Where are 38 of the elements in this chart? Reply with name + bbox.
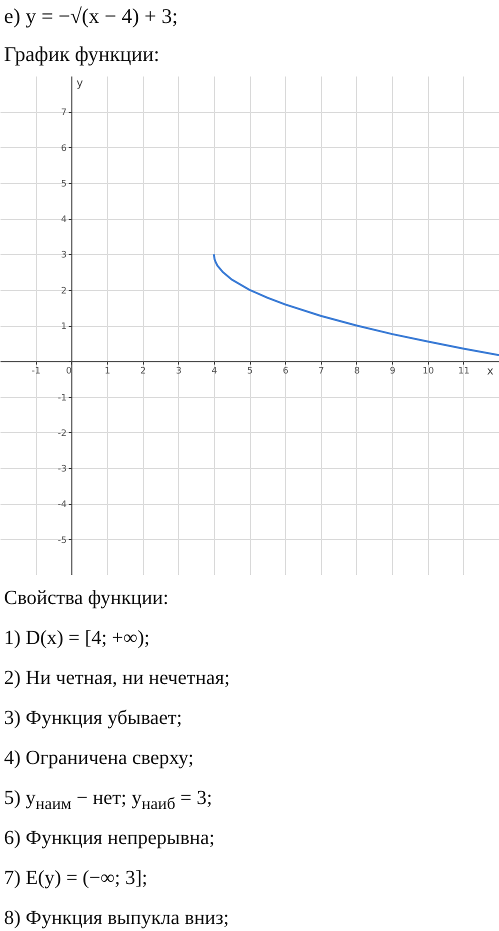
y-tick-label: 4 [61, 215, 68, 226]
y-tick-label: -4 [58, 500, 68, 510]
y-tick-label: -1 [58, 393, 67, 404]
text: Свойства функции: [3, 586, 170, 611]
x-tick-label: -1 [32, 366, 41, 377]
text: 3) Функция убывает; [3, 706, 184, 731]
y-axis-title: y [76, 76, 84, 90]
x-tick-label: 4 [211, 366, 218, 377]
text: 1) D(x) = [4; +∞); [3, 626, 151, 651]
x-tick-label: 6 [282, 366, 289, 377]
x-tick-label: 11 [458, 366, 470, 377]
y-tick-label: 3 [61, 250, 67, 261]
y-tick-label: -3 [58, 464, 67, 475]
y-tick-label: 2 [61, 286, 67, 296]
text: 2) Ни четная, ни нечетная; [3, 666, 231, 691]
x-tick-label: 8 [354, 366, 360, 377]
text: 4) Ограничена сверху; [3, 746, 195, 771]
x-tick-label: 10 [422, 366, 434, 377]
y-tick-label: 5 [61, 179, 67, 190]
y-tick-label: 6 [61, 144, 68, 154]
y-tick-label: 7 [61, 108, 67, 118]
chart-subtitle: График функции: [3, 41, 161, 68]
x-tick-label: 5 [247, 366, 253, 377]
x-tick-label: 7 [318, 366, 324, 377]
chart-title: е) y = −√(x − 4) + 3; [3, 3, 179, 30]
x-tick-label: 3 [176, 366, 182, 377]
line-series [212, 253, 499, 356]
x-tick-label: 9 [390, 366, 396, 377]
text: 5) y$_{наим}$ − нет; y$_{наиб}$ = 3; [3, 786, 214, 815]
text: 6) Функция непрерывна; [3, 826, 216, 851]
x-tick-label: 1 [104, 366, 110, 377]
text: 7) E(y) = (−∞; 3]; [3, 866, 148, 891]
y-tick-label: -2 [58, 428, 67, 439]
text: 8) Функция выпукла вниз; [3, 906, 230, 931]
x-axis-title: x [486, 364, 494, 378]
y-tick-label: 1 [61, 322, 67, 332]
x-tick-label: 2 [140, 366, 146, 377]
y-tick-label: -5 [58, 536, 67, 546]
